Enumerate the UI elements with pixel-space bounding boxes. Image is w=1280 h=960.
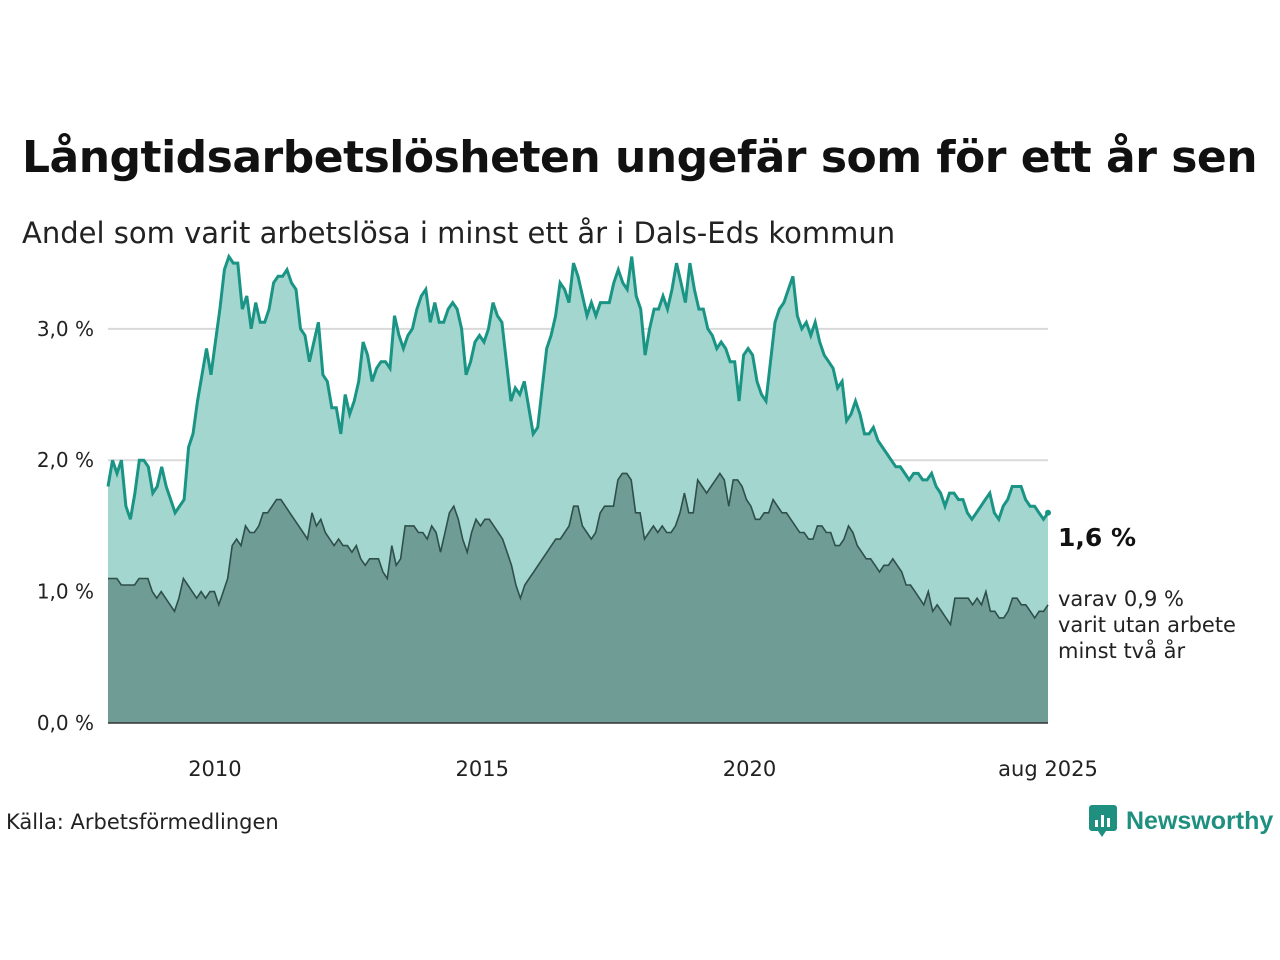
chart-subtitle: Andel som varit arbetslösa i minst ett å…: [22, 216, 896, 250]
y-tick-label: 3,0 %: [37, 317, 94, 341]
x-axis-labels: 2010 2015 2020 aug 2025: [188, 757, 1098, 781]
sub-series-line: [108, 471, 1049, 627]
chart-title: Långtidsarbetslösheten ungefär som för e…: [22, 132, 1258, 183]
y-axis-labels: 0,0 % 1,0 % 2,0 % 3,0 %: [37, 317, 94, 735]
x-tick-label: 2010: [188, 757, 241, 781]
sub-annotation-line1: varav 0,9 %: [1058, 587, 1184, 611]
y-tick-label: 1,0 %: [37, 580, 94, 604]
y-tick-label: 0,0 %: [37, 711, 94, 735]
x-tick-label: aug 2025: [998, 757, 1098, 781]
sub-annotation-line2: varit utan arbete: [1058, 613, 1236, 637]
sub-annotation-line3: minst två år: [1058, 638, 1186, 663]
main-series-line: [106, 253, 1050, 523]
brand-logo: Newsworthy: [1088, 804, 1273, 838]
newsworthy-logo-icon: [1089, 805, 1117, 837]
source-note: Källa: Arbetsförmedlingen: [6, 810, 279, 834]
x-tick-label: 2015: [455, 757, 508, 781]
latest-value-label: 1,6 %: [1058, 523, 1136, 552]
x-tick-label: 2020: [723, 757, 776, 781]
y-tick-label: 2,0 %: [37, 448, 94, 472]
brand-name: Newsworthy: [1126, 806, 1274, 835]
sub-series-area: [108, 473, 1048, 723]
latest-value-marker: [1045, 509, 1051, 516]
